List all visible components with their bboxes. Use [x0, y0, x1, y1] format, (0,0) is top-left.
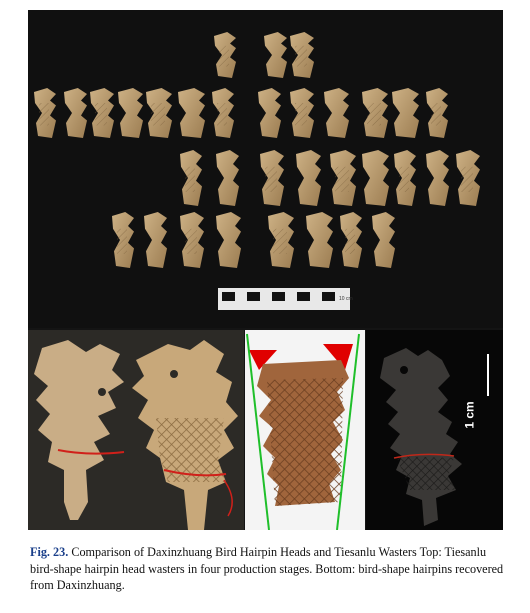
waster-hatching — [219, 45, 229, 67]
waster-hatching — [273, 228, 287, 254]
figure-title: Comparison of Daxinzhuang Bird Hairpin H… — [71, 545, 417, 559]
waster-piece — [372, 212, 395, 268]
waster-piece — [362, 150, 389, 206]
waster-piece — [296, 150, 321, 206]
waster-hatching — [185, 228, 197, 254]
scale-bar-label: 1 cm — [462, 401, 477, 429]
waster-hatching — [335, 166, 349, 192]
waster-piece — [324, 88, 349, 138]
waster-piece — [178, 88, 205, 138]
waster-pieces — [34, 32, 480, 268]
waster-hatching — [117, 228, 127, 254]
waster-hatching — [265, 166, 277, 192]
hairpins-row — [28, 330, 503, 530]
figure-label: Fig. 23. — [30, 545, 69, 559]
waster-hatching — [295, 45, 307, 67]
waster-hatching — [461, 166, 473, 192]
figure-caption: Fig. 23. Comparison of Daxinzhuang Bird … — [30, 544, 510, 594]
waster-piece — [426, 150, 449, 206]
hairpins-photo-c — [366, 330, 503, 530]
waster-piece — [392, 88, 419, 138]
waster-hatching — [431, 103, 441, 126]
waster-piece — [216, 212, 241, 268]
waster-piece — [264, 32, 287, 78]
waster-hatching — [367, 103, 381, 126]
figure-caption-text: Top: Tiesanlu bird-shape hairpin head wa… — [30, 545, 504, 592]
waster-hatching — [217, 103, 227, 126]
waster-hatching — [151, 103, 165, 126]
waster-piece — [216, 150, 239, 206]
waster-hatching — [345, 228, 355, 254]
ruler: 10 cm — [218, 288, 353, 310]
wasters-photo: 10 cm — [28, 10, 503, 328]
waster-piece — [64, 88, 87, 138]
waster-piece — [144, 212, 167, 268]
waster-piece — [258, 88, 281, 138]
waster-hatching — [95, 103, 107, 126]
waster-piece — [118, 88, 143, 138]
waster-piece — [306, 212, 333, 268]
waster-hatching — [295, 103, 307, 126]
hairpins-photo-a — [28, 330, 244, 530]
figure: 10 cm — [28, 10, 503, 530]
hairpins-photo-b — [245, 330, 365, 530]
waster-hatching — [185, 166, 195, 192]
waster-hatching — [399, 166, 409, 192]
ruler-label: 10 cm — [339, 296, 353, 302]
waster-hatching — [39, 103, 49, 126]
